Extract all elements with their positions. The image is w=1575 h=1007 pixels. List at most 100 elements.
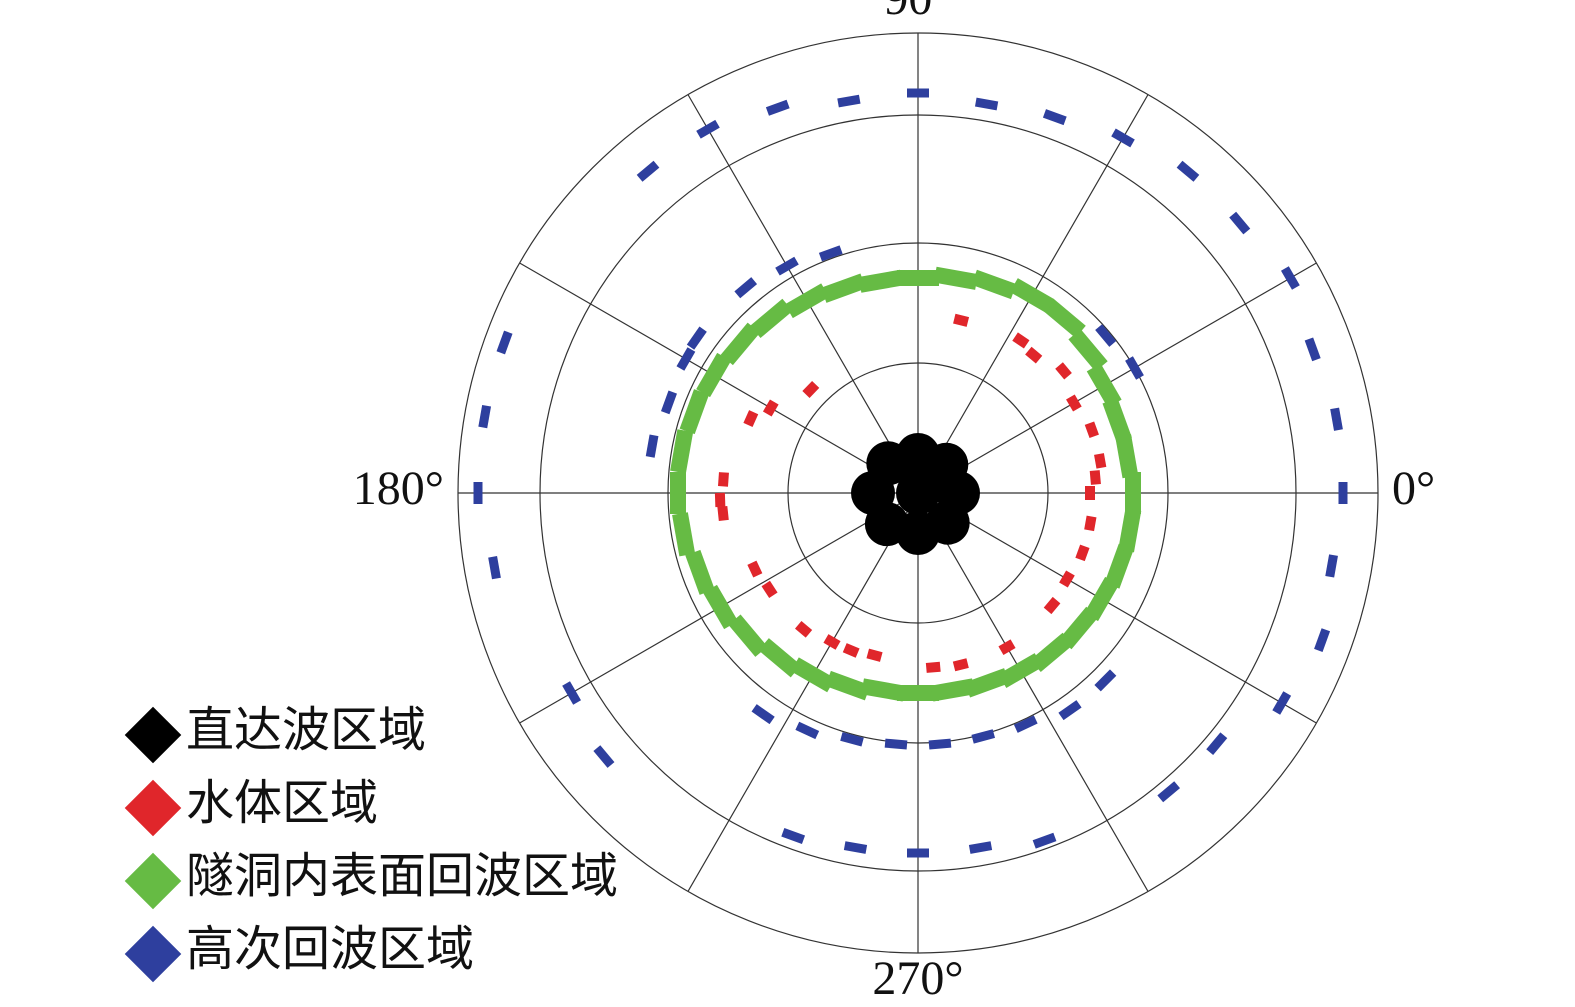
point: [1176, 160, 1200, 182]
point: [1075, 544, 1090, 562]
point: [928, 738, 952, 750]
point: [717, 506, 729, 521]
point: [728, 614, 768, 657]
point: [1059, 570, 1075, 588]
point: [473, 482, 483, 504]
point: [795, 621, 813, 638]
point: [884, 738, 908, 750]
point: [1104, 543, 1134, 589]
point: [837, 94, 861, 108]
point: [775, 256, 799, 276]
point: [897, 270, 939, 286]
point: [840, 732, 864, 747]
legend-label: 高次回波区域: [186, 923, 474, 976]
point: [843, 841, 868, 854]
point: [743, 410, 759, 427]
point: [645, 434, 659, 458]
point: [762, 399, 779, 417]
spoke: [917, 262, 1317, 494]
point: [896, 471, 940, 515]
point: [496, 330, 513, 355]
point: [1032, 832, 1057, 849]
point: [660, 390, 677, 415]
point: [968, 841, 993, 854]
point: [858, 269, 903, 293]
legend-label: 隧洞内表面回波区域: [186, 850, 618, 903]
point: [1059, 606, 1099, 650]
point: [696, 352, 732, 398]
point: [861, 678, 906, 702]
legend-marker: [124, 852, 182, 910]
point: [686, 326, 707, 350]
theta-tick-label: 270°: [872, 952, 963, 1002]
spoke: [687, 492, 919, 892]
point: [897, 685, 939, 701]
point: [964, 668, 1010, 698]
point: [1013, 715, 1038, 733]
point: [1094, 453, 1107, 469]
point: [842, 643, 860, 658]
legend-marker: [124, 706, 182, 764]
point: [1055, 362, 1072, 380]
point: [593, 745, 615, 768]
point: [758, 638, 802, 678]
point: [636, 160, 660, 182]
point: [670, 429, 694, 474]
point: [1043, 596, 1061, 615]
spoke: [917, 492, 1317, 724]
point: [1111, 128, 1135, 148]
point: [1085, 486, 1095, 500]
point: [488, 556, 501, 580]
point: [734, 277, 758, 299]
point: [1042, 109, 1067, 126]
point: [953, 313, 970, 327]
point: [1338, 482, 1348, 504]
point: [1043, 298, 1086, 338]
point: [781, 827, 806, 844]
point: [1084, 515, 1097, 532]
point: [1125, 472, 1141, 514]
point: [1125, 356, 1144, 380]
point: [866, 648, 883, 662]
point: [672, 512, 696, 557]
point: [1206, 732, 1228, 756]
point: [1084, 421, 1099, 439]
point: [747, 560, 763, 578]
point: [971, 269, 1017, 300]
point: [1058, 700, 1082, 721]
point: [818, 245, 843, 262]
point: [1089, 470, 1101, 485]
point: [925, 661, 941, 673]
point: [1025, 346, 1043, 364]
point: [925, 500, 970, 545]
point: [974, 97, 999, 111]
point: [679, 389, 710, 435]
point: [714, 492, 726, 508]
point: [670, 472, 686, 514]
point: [696, 119, 720, 139]
point: [717, 472, 729, 487]
point: [1095, 324, 1117, 347]
point: [1304, 337, 1321, 362]
point: [703, 584, 738, 630]
point: [751, 704, 775, 725]
point: [765, 99, 790, 116]
point: [1330, 407, 1343, 431]
point: [930, 678, 975, 702]
point: [795, 721, 820, 740]
point: [1086, 363, 1122, 408]
legend-marker: [124, 779, 182, 837]
point: [1157, 781, 1181, 803]
spoke: [917, 492, 1149, 892]
point: [676, 347, 696, 371]
point: [998, 653, 1043, 688]
point: [1102, 398, 1132, 443]
theta-tick-label: 90°: [884, 0, 951, 25]
point: [1280, 266, 1300, 290]
point: [820, 273, 866, 303]
point: [761, 580, 778, 598]
point: [952, 658, 969, 672]
point: [802, 380, 820, 399]
point: [907, 88, 929, 98]
